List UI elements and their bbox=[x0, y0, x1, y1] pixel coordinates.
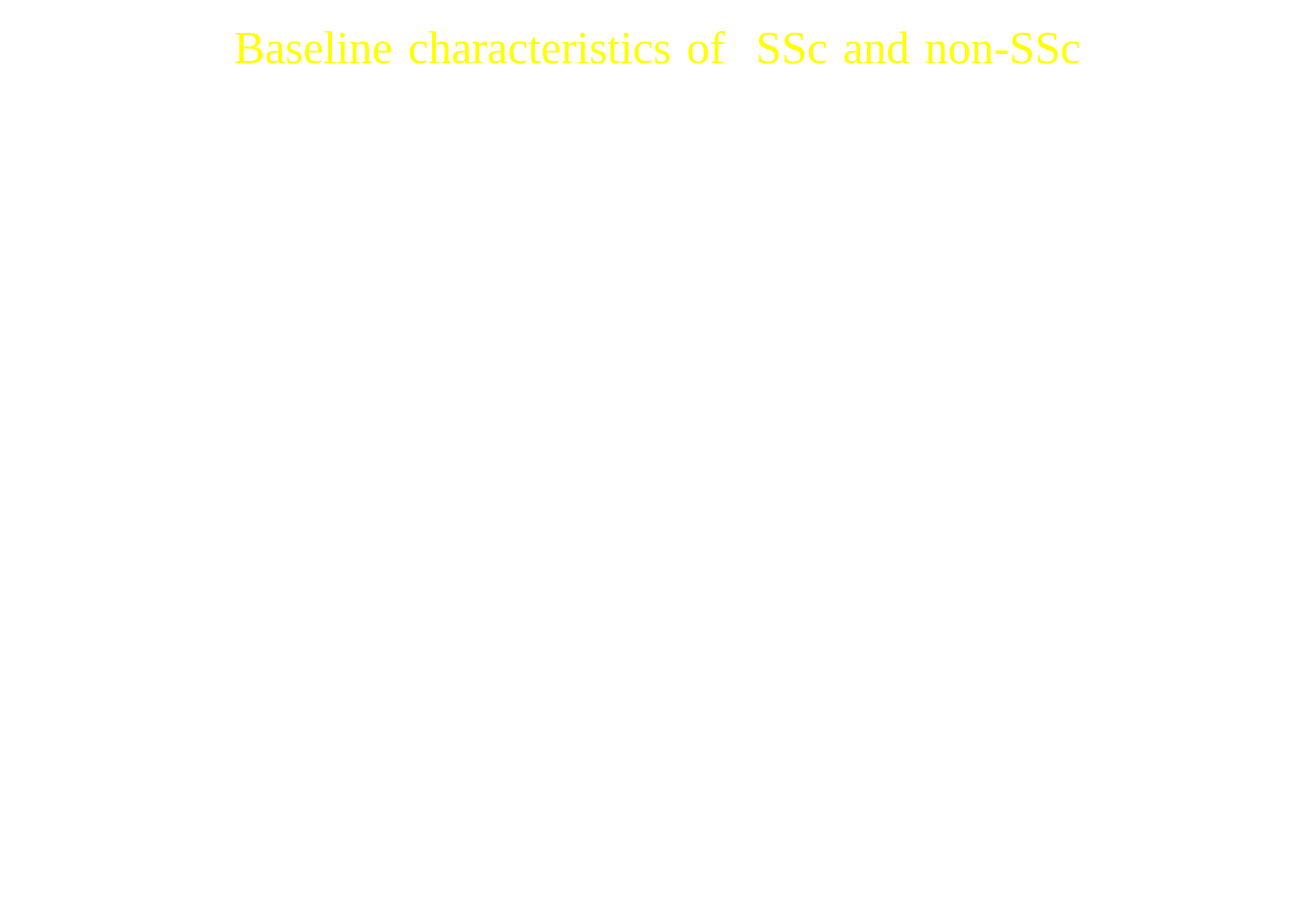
slide-title: Baseline characteristics of SSc and non-… bbox=[234, 22, 1081, 73]
